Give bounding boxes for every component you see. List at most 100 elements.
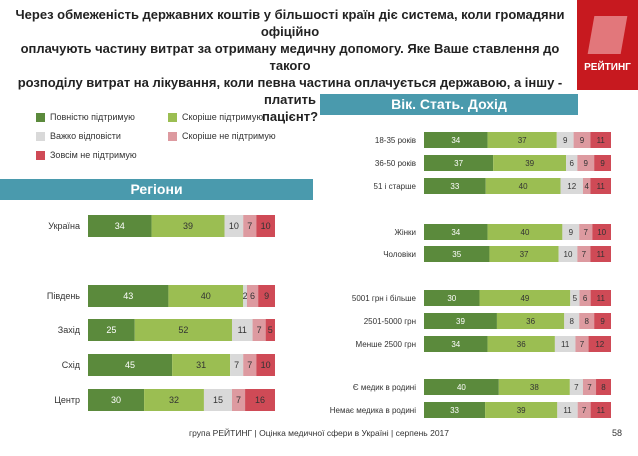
title-line: пацієнт? (261, 109, 319, 124)
data-label: 49 (520, 294, 529, 303)
data-label: 7 (247, 221, 252, 231)
data-label: 7 (236, 395, 241, 405)
data-label: 4 (584, 182, 589, 191)
data-label: 40 (519, 182, 528, 191)
data-label: 32 (169, 395, 179, 405)
category-label: 18-35 років (375, 136, 416, 145)
data-label: 34 (115, 221, 125, 231)
data-label: 7 (257, 325, 262, 335)
bar-segment (590, 290, 611, 306)
data-label: 37 (520, 250, 529, 259)
data-label: 10 (229, 221, 239, 231)
data-label: 9 (569, 228, 574, 237)
data-label: 10 (597, 228, 606, 237)
bar-segment (243, 215, 257, 237)
category-label: 2501-5000 грн (364, 317, 416, 326)
data-label: 9 (584, 159, 589, 168)
chart-0: Україна 34 39 10 7 10 Південь 43 40 2 6 9 Захід 25 52 1… (47, 215, 275, 411)
data-label: 31 (196, 360, 206, 370)
data-label: 7 (584, 228, 589, 237)
bar-segment (577, 246, 591, 262)
category-label: Центр (54, 395, 80, 405)
legend-item: Скоріше підтримую (168, 112, 263, 122)
category-label: Захід (58, 325, 81, 335)
bar-segment (487, 224, 563, 240)
bar-segment (203, 389, 232, 411)
bar-segment (88, 319, 135, 341)
category-label: Україна (48, 221, 80, 231)
bar-segment (151, 215, 225, 237)
bar-segment (556, 132, 574, 148)
category-label: Менше 2500 грн (355, 340, 416, 349)
page-number: 58 (611, 428, 622, 438)
data-label: 7 (574, 383, 579, 392)
bar-segment (243, 285, 247, 307)
category-label: 5001 грн і більше (352, 294, 417, 303)
bar-segment (424, 402, 486, 418)
title-line: оплачують частину витрат за отриману мед… (20, 41, 560, 73)
bar-segment (424, 379, 499, 395)
bar-segment (558, 246, 578, 262)
legend-item: Важко відповісти (36, 131, 121, 141)
bar-segment (554, 336, 576, 352)
data-label: 33 (450, 182, 459, 191)
bar-segment (562, 224, 580, 240)
data-label: 10 (564, 250, 573, 259)
bar-segment (590, 178, 611, 194)
data-label: 12 (595, 340, 604, 349)
footer-text: група РЕЙТИНГ | Оцінка медичної сфери в … (189, 428, 449, 438)
bar-segment (134, 319, 232, 341)
data-label: 7 (582, 406, 587, 415)
legend-swatch (36, 150, 45, 160)
data-label: 11 (597, 250, 606, 259)
bar-segment (592, 224, 611, 240)
data-label: 9 (600, 159, 605, 168)
data-label: 33 (450, 406, 459, 415)
data-label: 15 (213, 395, 223, 405)
bar-segment (479, 290, 571, 306)
bar-segment (577, 402, 591, 418)
bar-segment (424, 336, 488, 352)
category-label: Південь (47, 291, 80, 301)
data-label: 16 (255, 395, 265, 405)
data-label: 36 (526, 317, 535, 326)
data-label: 34 (451, 136, 460, 145)
bar-segment (258, 285, 275, 307)
bar-segment (579, 224, 593, 240)
bar-segment (256, 215, 275, 237)
data-label: 2 (243, 291, 248, 301)
bar-segment (243, 354, 257, 376)
data-label: 40 (521, 228, 530, 237)
data-label: 6 (250, 291, 255, 301)
data-label: 11 (563, 406, 572, 415)
data-label: 8 (601, 383, 606, 392)
bar-segment (252, 319, 266, 341)
bar-segment (424, 224, 488, 240)
bar-segment (424, 246, 490, 262)
bar-segment (582, 379, 597, 395)
bar-segment (265, 319, 275, 341)
legend-swatch (36, 131, 45, 141)
bar-segment (246, 285, 259, 307)
data-label: 7 (234, 360, 239, 370)
data-label: 7 (247, 360, 252, 370)
data-label: 34 (451, 340, 460, 349)
data-label: 40 (457, 383, 466, 392)
category-label: Є медик в родині (353, 383, 416, 392)
data-label: 37 (454, 159, 463, 168)
data-label: 10 (261, 360, 271, 370)
bar-segment (590, 402, 611, 418)
data-label: 10 (261, 221, 271, 231)
page-title: Через обмеженість державних коштів у біл… (0, 6, 580, 125)
bar-segment (424, 155, 494, 171)
category-label: Немає медика в родині (330, 406, 416, 415)
bar-segment (245, 389, 275, 411)
data-label: 34 (451, 228, 460, 237)
legend-swatch (168, 131, 177, 141)
legend-label: Скоріше не підтримую (182, 131, 276, 141)
bar-segment (493, 155, 567, 171)
bar-segment (88, 354, 173, 376)
data-label: 11 (561, 340, 570, 349)
data-label: 37 (518, 136, 527, 145)
